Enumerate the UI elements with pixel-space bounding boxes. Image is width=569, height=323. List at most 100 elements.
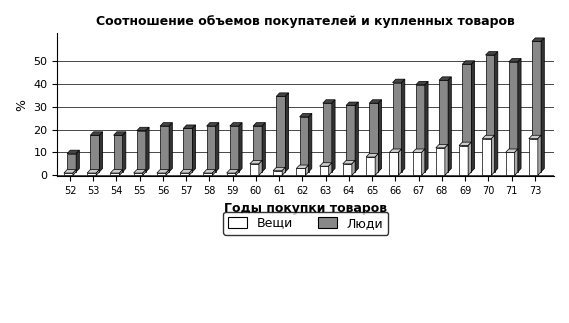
- Polygon shape: [538, 135, 541, 175]
- Polygon shape: [492, 135, 494, 175]
- Polygon shape: [134, 170, 146, 173]
- Polygon shape: [212, 170, 216, 175]
- Bar: [506, 152, 514, 175]
- Polygon shape: [439, 77, 451, 80]
- Polygon shape: [366, 153, 378, 157]
- Polygon shape: [425, 81, 428, 172]
- Bar: [299, 117, 308, 172]
- Polygon shape: [483, 135, 494, 139]
- Bar: [277, 96, 286, 172]
- Polygon shape: [329, 163, 332, 175]
- Bar: [366, 157, 375, 175]
- Polygon shape: [236, 170, 239, 175]
- Polygon shape: [468, 142, 471, 175]
- Polygon shape: [398, 149, 402, 175]
- Polygon shape: [169, 123, 172, 172]
- Polygon shape: [143, 170, 146, 175]
- Polygon shape: [253, 123, 265, 126]
- Bar: [226, 173, 236, 175]
- Legend: Вещи, Люди: Вещи, Люди: [223, 212, 389, 235]
- Polygon shape: [203, 170, 216, 173]
- Bar: [203, 173, 212, 175]
- Polygon shape: [509, 58, 521, 62]
- Polygon shape: [146, 127, 149, 172]
- Polygon shape: [119, 170, 123, 175]
- Polygon shape: [413, 149, 425, 152]
- Polygon shape: [282, 167, 286, 175]
- Polygon shape: [448, 77, 451, 172]
- Bar: [369, 103, 378, 172]
- Bar: [87, 173, 96, 175]
- Polygon shape: [262, 123, 265, 172]
- Bar: [416, 85, 425, 172]
- Polygon shape: [485, 52, 498, 55]
- Polygon shape: [369, 100, 382, 103]
- Bar: [323, 103, 332, 172]
- Polygon shape: [76, 150, 79, 172]
- Polygon shape: [343, 161, 355, 164]
- Polygon shape: [160, 123, 172, 126]
- Polygon shape: [306, 165, 308, 175]
- Polygon shape: [192, 125, 196, 172]
- Polygon shape: [216, 123, 219, 172]
- Polygon shape: [494, 52, 498, 172]
- Bar: [413, 152, 422, 175]
- Bar: [485, 55, 494, 172]
- Polygon shape: [239, 123, 242, 172]
- Polygon shape: [207, 123, 219, 126]
- Bar: [529, 139, 538, 175]
- Polygon shape: [352, 161, 355, 175]
- Polygon shape: [250, 161, 262, 164]
- Bar: [343, 164, 352, 175]
- Bar: [114, 135, 123, 172]
- Polygon shape: [273, 167, 286, 171]
- Bar: [180, 173, 189, 175]
- Polygon shape: [462, 61, 475, 64]
- Polygon shape: [416, 81, 428, 85]
- Bar: [160, 126, 169, 172]
- Polygon shape: [73, 170, 76, 175]
- Bar: [436, 148, 445, 175]
- Polygon shape: [189, 170, 192, 175]
- Polygon shape: [110, 170, 123, 173]
- Polygon shape: [459, 142, 471, 146]
- Polygon shape: [436, 144, 448, 148]
- Polygon shape: [506, 149, 518, 152]
- Bar: [253, 126, 262, 172]
- Bar: [230, 126, 239, 172]
- Polygon shape: [308, 113, 312, 172]
- Bar: [64, 173, 73, 175]
- Polygon shape: [166, 170, 169, 175]
- Polygon shape: [378, 100, 382, 172]
- Bar: [439, 80, 448, 172]
- Bar: [134, 173, 143, 175]
- Polygon shape: [90, 132, 102, 135]
- Polygon shape: [445, 144, 448, 175]
- Polygon shape: [137, 127, 149, 131]
- Bar: [346, 106, 355, 172]
- Polygon shape: [157, 170, 169, 173]
- Bar: [459, 146, 468, 175]
- Y-axis label: %: %: [15, 99, 28, 111]
- Polygon shape: [320, 163, 332, 166]
- Bar: [389, 152, 398, 175]
- Bar: [273, 171, 282, 175]
- Bar: [393, 83, 402, 172]
- Polygon shape: [226, 170, 239, 173]
- Polygon shape: [514, 149, 518, 175]
- Polygon shape: [180, 170, 192, 173]
- Polygon shape: [518, 58, 521, 172]
- Polygon shape: [471, 61, 475, 172]
- Polygon shape: [355, 102, 358, 172]
- Polygon shape: [389, 149, 402, 152]
- Polygon shape: [230, 123, 242, 126]
- Polygon shape: [296, 165, 308, 169]
- Polygon shape: [183, 125, 196, 128]
- Polygon shape: [277, 93, 288, 96]
- Polygon shape: [346, 102, 358, 106]
- Bar: [320, 166, 329, 175]
- Polygon shape: [541, 38, 545, 172]
- Polygon shape: [323, 100, 335, 103]
- Polygon shape: [393, 79, 405, 83]
- Bar: [207, 126, 216, 172]
